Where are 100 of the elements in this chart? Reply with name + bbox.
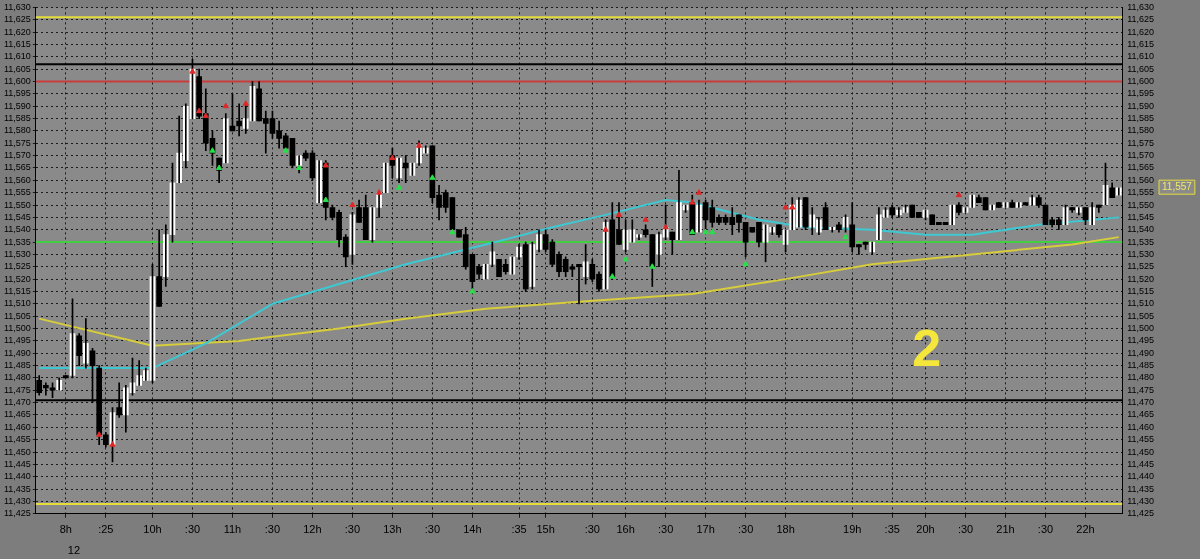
y2-tick-label: 11,555 [1127, 187, 1154, 198]
y-tick-label: 11,480 [4, 372, 31, 383]
point [709, 228, 716, 235]
point [429, 174, 436, 180]
y2-tick-label: 11,585 [1127, 113, 1154, 124]
y-tick-label: 11,595 [4, 88, 31, 99]
text: 12 [67, 543, 81, 556]
point [842, 233, 849, 240]
point [642, 216, 649, 222]
y2-tick-label: 11,450 [1127, 446, 1154, 457]
y-tick-label: 11,445 [4, 458, 31, 469]
y2-tick-label: 11,490 [1127, 347, 1154, 358]
y-tick-label: 11,425 [4, 508, 31, 519]
point [689, 228, 696, 235]
y2-tick-label: 11,630 [1127, 1, 1154, 12]
x-tick-label: 17h [696, 523, 715, 536]
y-tick-label: 11,620 [4, 26, 31, 37]
y-tick-label: 11,565 [4, 162, 31, 173]
point [389, 154, 396, 161]
y2-tick-label: 11,610 [1127, 51, 1154, 62]
y-tick-label: 11,435 [4, 483, 31, 494]
y-tick-label: 11,505 [4, 310, 31, 321]
y2-tick-label: 11,520 [1127, 273, 1154, 284]
y-tick-label: 11,515 [4, 285, 31, 296]
point [469, 287, 476, 294]
y-tick-label: 11,600 [4, 75, 31, 86]
point [96, 431, 103, 437]
point [216, 164, 223, 170]
x-tick-label: :30 [737, 523, 754, 536]
point [189, 68, 196, 74]
y-tick-label: 11,585 [4, 113, 31, 124]
point [395, 184, 403, 190]
y2-tick-label: 11,615 [1127, 38, 1154, 49]
y2-tick-label: 11,565 [1127, 162, 1154, 173]
y-tick-label: 11,605 [4, 63, 31, 74]
y2-tick-label: 11,455 [1127, 434, 1154, 445]
x-tick-label: 15h [536, 523, 555, 536]
y2-tick-label: 11,535 [1127, 236, 1154, 247]
candlestick [996, 202, 1002, 208]
y2-tick-label: 11,600 [1127, 75, 1154, 86]
x-tick-label: :30 [657, 523, 674, 536]
y2-tick-label: 11,485 [1127, 360, 1154, 371]
x-tick-label: :30 [184, 523, 201, 536]
y2-tick-label: 11,470 [1127, 397, 1154, 408]
y2-tick-label: 11,505 [1127, 310, 1154, 321]
y2-tick-label: 11,475 [1127, 384, 1154, 395]
y2-tick-label: 11,515 [1127, 285, 1154, 296]
y-tick-label: 11,540 [4, 224, 31, 235]
x-tick-label: 14h [463, 523, 482, 536]
y-tick-label: 11,535 [4, 236, 31, 247]
candlestick [63, 375, 69, 379]
y2-tick-label: 11,440 [1127, 471, 1154, 482]
y-tick-label: 11,500 [4, 323, 31, 334]
point [322, 196, 329, 203]
y-tick-label: 11,465 [4, 409, 31, 420]
y2-tick-label: 11,435 [1127, 483, 1154, 494]
point [196, 107, 203, 114]
y2-tick-label: 11,495 [1127, 335, 1154, 346]
y2-tick-label: 11,550 [1127, 199, 1154, 210]
y-tick-label: 11,530 [4, 248, 31, 259]
annotation: 2 [912, 319, 942, 378]
y-tick-label: 11,490 [4, 347, 31, 358]
y-tick-label: 11,615 [4, 38, 31, 49]
x-tick-label: 8h [59, 523, 72, 536]
x-tick-label: 18h [776, 523, 795, 536]
x-tick-label: :30 [424, 523, 441, 536]
y2-tick-label: 11,625 [1127, 14, 1154, 25]
x-tick-label: 20h [916, 523, 935, 536]
point [296, 164, 303, 170]
point [955, 191, 962, 198]
y-tick-label: 11,560 [4, 174, 31, 185]
point [649, 263, 656, 269]
y2-tick-label: 11,460 [1127, 421, 1154, 432]
x-tick-label: :35 [511, 523, 527, 536]
point [689, 199, 696, 205]
y-tick-label: 11,460 [4, 421, 31, 432]
y-tick-label: 11,550 [4, 199, 31, 210]
point [375, 189, 383, 195]
y2-tick-label: 11,510 [1127, 298, 1154, 309]
x-tick-label: 10h [143, 523, 162, 536]
x-tick-label: :25 [98, 523, 114, 536]
y-tick-label: 11,430 [4, 495, 31, 506]
point [615, 211, 623, 217]
x-tick-label: 13h [383, 523, 402, 536]
x-tick-label: :30 [1037, 523, 1054, 536]
point [609, 273, 616, 279]
point [662, 223, 669, 230]
x-tick-label: 21h [996, 523, 1015, 536]
point [789, 203, 796, 210]
y-tick-label: 11,570 [4, 150, 31, 161]
y-tick-label: 11,470 [4, 397, 31, 408]
x-tick-label: 19h [843, 523, 862, 536]
y-tick-label: 11,455 [4, 434, 31, 445]
point [602, 226, 609, 232]
point [222, 102, 229, 109]
point [322, 162, 329, 168]
point [415, 142, 423, 148]
y-tick-label: 11,545 [4, 211, 31, 222]
x-tick-label: 22h [1076, 523, 1095, 536]
x-tick-label: 11h [223, 523, 242, 536]
